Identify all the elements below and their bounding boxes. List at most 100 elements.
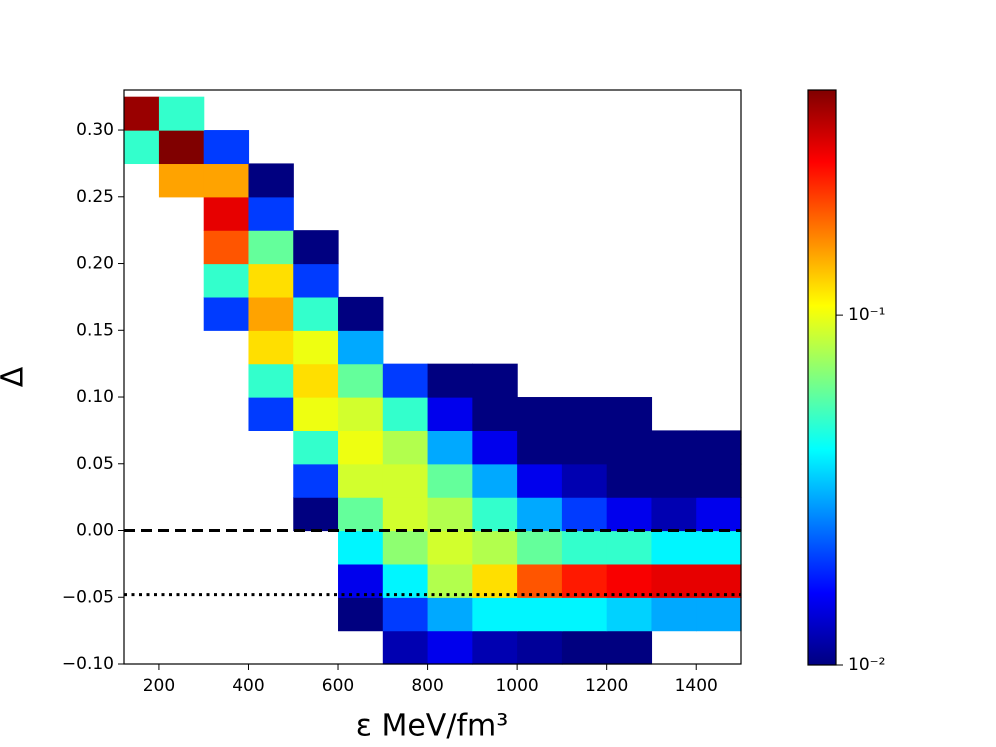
- heat-cell: [293, 296, 339, 331]
- heat-cell: [248, 230, 294, 265]
- heat-cell: [338, 597, 384, 632]
- heat-cell: [561, 397, 608, 431]
- heat-cell: [606, 530, 653, 565]
- heat-cell: [472, 630, 518, 665]
- y-tick-label: 0.00: [76, 521, 114, 541]
- heat-cell: [517, 597, 563, 632]
- heat-cell: [427, 563, 473, 598]
- heat-cell: [382, 363, 429, 398]
- heat-cell: [651, 463, 697, 498]
- heat-cell: [517, 530, 563, 565]
- heat-cell: [203, 163, 250, 198]
- heat-cell: [472, 497, 518, 532]
- heat-cell: [696, 597, 742, 632]
- heat-cell: [606, 397, 653, 431]
- heat-cell: [382, 563, 429, 598]
- heat-cell: [203, 296, 250, 331]
- heat-cell: [338, 397, 384, 431]
- heat-cell: [427, 630, 473, 665]
- heat-cell: [124, 96, 160, 131]
- y-tick-label: 0.25: [76, 187, 114, 207]
- heat-cell: [696, 563, 742, 598]
- heat-cell: [472, 597, 518, 632]
- heat-cell: [427, 430, 473, 465]
- heat-cell: [696, 530, 742, 565]
- heat-cell: [293, 397, 339, 431]
- y-tick-label: 0.15: [76, 320, 114, 340]
- heat-cell: [338, 430, 384, 465]
- heat-cell: [606, 430, 653, 465]
- heat-cell: [427, 530, 473, 565]
- heat-cell: [338, 330, 384, 365]
- y-tick-label: −0.05: [62, 587, 114, 607]
- x-tick-label: 1400: [675, 676, 718, 696]
- heat-cell: [427, 463, 473, 498]
- heat-cell: [293, 230, 339, 265]
- heat-cell: [427, 597, 473, 632]
- heat-cell: [517, 430, 563, 465]
- y-tick-label: 0.30: [76, 120, 114, 140]
- heat-cell: [124, 130, 160, 165]
- heat-cell: [427, 397, 473, 431]
- colorbar-frame: [807, 89, 837, 666]
- heat-cell: [606, 497, 653, 532]
- heat-cell: [561, 497, 608, 532]
- heat-cell: [472, 430, 518, 465]
- heat-cell: [293, 263, 339, 298]
- heat-cell: [293, 463, 339, 498]
- heat-cell: [248, 263, 294, 298]
- heat-cell: [382, 430, 429, 465]
- heat-cell: [382, 397, 429, 431]
- heat-cell: [696, 463, 742, 498]
- heat-cell: [203, 130, 250, 165]
- heat-cell: [606, 463, 653, 498]
- heat-cell: [382, 630, 429, 665]
- heat-cell: [248, 397, 294, 431]
- heat-cell: [248, 196, 294, 231]
- heat-cell: [203, 263, 250, 298]
- heat-cell: [517, 463, 563, 498]
- plot-frame: [123, 89, 742, 665]
- heat-cell: [203, 196, 250, 231]
- heat-cell: [561, 430, 608, 465]
- heat-cell: [338, 296, 384, 331]
- heat-cell: [382, 463, 429, 498]
- heat-cell: [651, 563, 697, 598]
- heat-cell: [338, 497, 384, 532]
- heat-cell: [696, 497, 742, 532]
- x-tick-label: 1200: [585, 676, 628, 696]
- heat-cell: [293, 430, 339, 465]
- heat-cell: [338, 363, 384, 398]
- y-tick-label: 0.10: [76, 387, 114, 407]
- x-tick-label: 800: [411, 676, 443, 696]
- heat-cell: [427, 497, 473, 532]
- heat-cell: [472, 530, 518, 565]
- y-axis-title: Δ: [0, 366, 31, 387]
- heat-cell: [158, 130, 205, 165]
- heat-cell: [382, 530, 429, 565]
- x-tick-label: 200: [143, 676, 175, 696]
- y-tick-label: 0.20: [76, 254, 114, 274]
- heat-cell: [651, 430, 697, 465]
- heat-cell: [606, 597, 653, 632]
- heat-cell: [472, 397, 518, 431]
- heat-cell: [293, 497, 339, 532]
- heat-cell: [696, 430, 742, 465]
- colorbar-tick-label: 10⁻²: [848, 655, 885, 675]
- heat-cell: [338, 530, 384, 565]
- heat-cell: [472, 563, 518, 598]
- heat-cell: [472, 463, 518, 498]
- heat-cell: [293, 363, 339, 398]
- heat-cell: [651, 597, 697, 632]
- heat-cell: [248, 330, 294, 365]
- heat-cell: [517, 630, 563, 665]
- heat-cell: [338, 563, 384, 598]
- heat-cell: [651, 530, 697, 565]
- heat-cell: [382, 597, 429, 632]
- x-tick-label: 400: [232, 676, 264, 696]
- heat-cell: [248, 163, 294, 198]
- y-tick-label: 0.05: [76, 454, 114, 474]
- x-tick-label: 1000: [495, 676, 538, 696]
- heat-cell: [293, 330, 339, 365]
